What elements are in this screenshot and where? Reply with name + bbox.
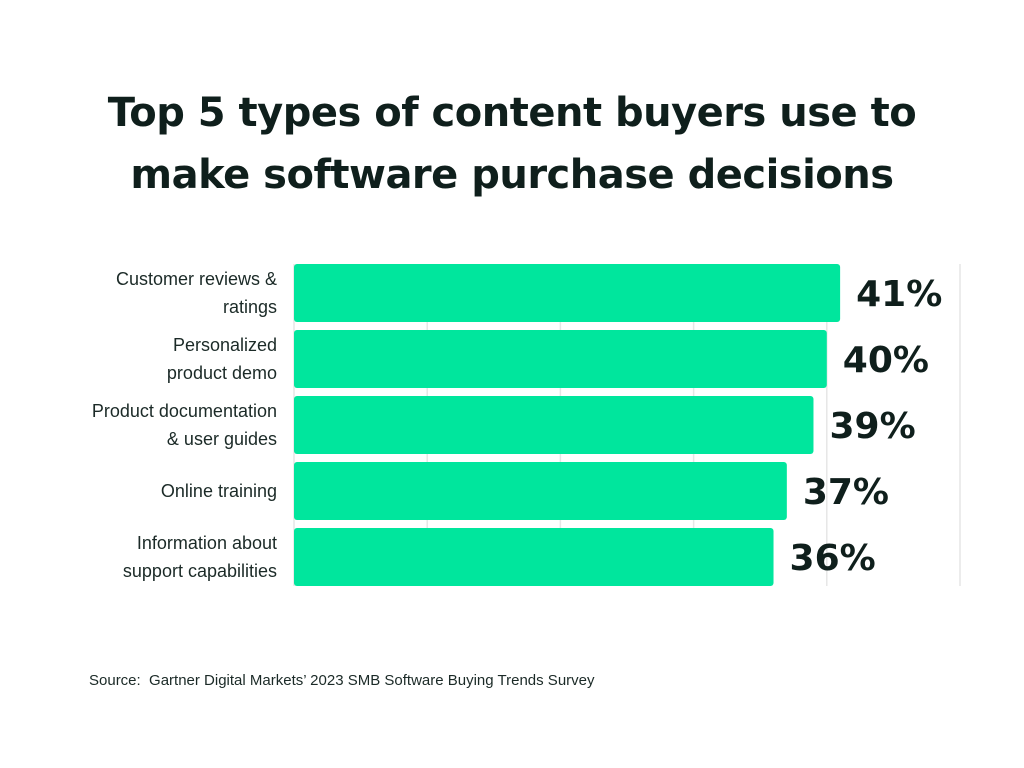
bar	[294, 462, 787, 520]
data-labels: 41% 40% 39% 37% 36%	[790, 274, 943, 579]
category-label: Online training	[161, 481, 277, 501]
category-label: Information about support capabilities	[123, 533, 277, 581]
bar	[294, 396, 814, 454]
category-label: Personalized product demo	[167, 335, 277, 383]
data-label: 36%	[790, 538, 876, 579]
data-label: 41%	[856, 274, 942, 315]
bars	[294, 264, 841, 586]
data-label: 40%	[843, 340, 929, 381]
category-labels: Customer reviews & ratings Personalized pro…	[92, 269, 277, 581]
source-note: Source: Gartner Digital Markets’ 2023 SM…	[89, 672, 595, 689]
bar	[294, 264, 841, 322]
bar	[294, 330, 827, 388]
category-label: Product documentation & user guides	[92, 401, 277, 449]
bar	[294, 528, 774, 586]
chart-title: Top 5 types of content buyers use to mak…	[107, 90, 917, 198]
category-label: Customer reviews & ratings	[116, 269, 277, 317]
data-label: 37%	[803, 472, 889, 513]
data-label: 39%	[829, 406, 915, 447]
